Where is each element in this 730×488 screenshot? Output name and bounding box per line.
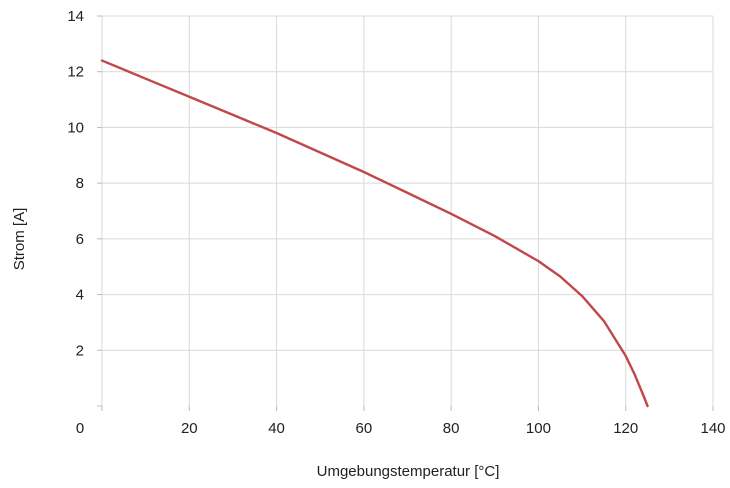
x-tick-labels: 0 20 40 60 80 100 120 140 (76, 420, 726, 437)
y-tick-label: 6 (76, 231, 84, 248)
x-tick-label: 20 (181, 420, 198, 437)
tick-marks (97, 15, 714, 411)
y-tick-labels: 2 4 6 8 10 12 14 (67, 8, 84, 359)
x-tick-label: 120 (613, 420, 638, 437)
x-tick-label: 0 (76, 420, 84, 437)
y-tick-label: 10 (67, 119, 84, 136)
y-axis-label: Strom [A] (11, 208, 28, 271)
series-line (100, 59, 649, 408)
x-tick-label: 60 (356, 420, 373, 437)
x-tick-label: 80 (443, 420, 460, 437)
y-tick-label: 14 (67, 8, 84, 25)
x-tick-label: 140 (700, 420, 725, 437)
y-tick-label: 4 (76, 287, 84, 304)
series-layer (100, 59, 649, 408)
y-tick-label: 12 (67, 64, 84, 81)
y-tick-label: 8 (76, 175, 84, 192)
x-axis-label: Umgebungstemperatur [°C] (317, 463, 500, 480)
x-tick-label: 40 (268, 420, 285, 437)
x-tick-label: 100 (526, 420, 551, 437)
y-tick-label: 2 (76, 342, 84, 359)
grid (101, 15, 714, 406)
